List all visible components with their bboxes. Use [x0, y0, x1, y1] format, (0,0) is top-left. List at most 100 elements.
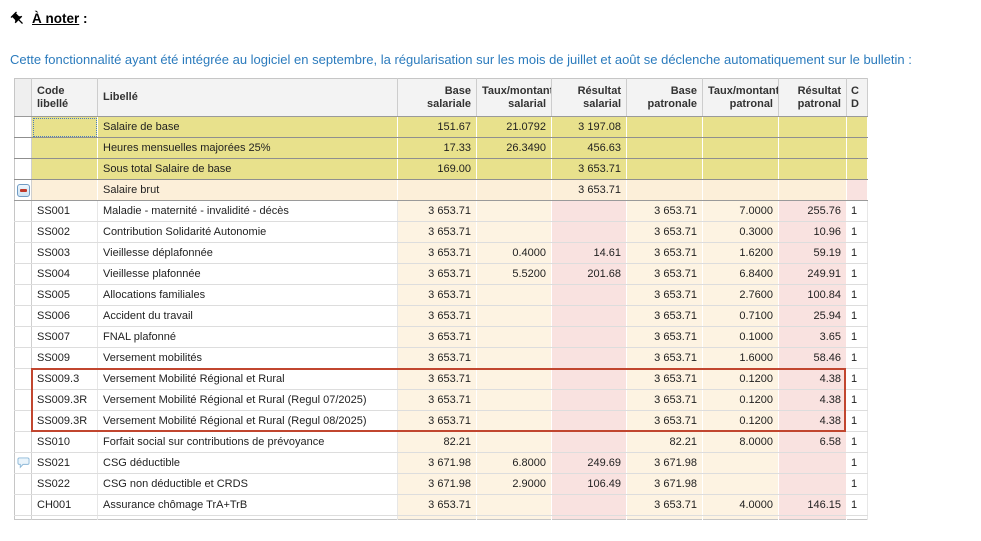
row-icon-cell[interactable]	[14, 473, 32, 495]
cell-resultat-salarial[interactable]	[551, 305, 627, 327]
cell-resultat-patronal[interactable]	[778, 473, 847, 495]
cell-cd[interactable]: 1	[846, 452, 868, 474]
row-icon-cell[interactable]	[14, 137, 32, 159]
cell-libelle[interactable]: CSG non déductible et CRDS	[97, 473, 398, 495]
cell-cd[interactable]: 1	[846, 368, 868, 390]
cell-resultat-salarial[interactable]	[551, 368, 627, 390]
cell-libelle[interactable]: Versement mobilités	[97, 347, 398, 369]
cell-cd[interactable]: 1	[846, 200, 868, 222]
cell-base-salariale[interactable]: 17.33	[397, 137, 477, 159]
cell-taux-salarial[interactable]: 26.3490	[476, 137, 552, 159]
cell-libelle[interactable]: CSG déductible	[97, 452, 398, 474]
cell-base-patronale[interactable]: 3 653.71	[626, 494, 703, 516]
cell-base-patronale[interactable]: 3 653.71	[626, 389, 703, 411]
cell-taux-patronal[interactable]: 1.6200	[702, 242, 779, 264]
cell-cd[interactable]	[846, 179, 868, 201]
cell-base-salariale[interactable]	[397, 179, 477, 201]
row-icon-cell[interactable]	[14, 221, 32, 243]
cell-cd[interactable]: 1	[846, 494, 868, 516]
cell-libelle[interactable]: FNAL plafonné	[97, 326, 398, 348]
cell-resultat-salarial[interactable]: 3 653.71	[551, 158, 627, 180]
cell-libelle[interactable]: Vieillesse déplafonnée	[97, 242, 398, 264]
cell-base-salariale[interactable]: 151.67	[397, 116, 477, 138]
cell-base-salariale[interactable]: 82.21	[397, 431, 477, 453]
cell-resultat-salarial[interactable]: 201.68	[551, 263, 627, 285]
cell-code[interactable]	[31, 137, 98, 159]
cell-taux-patronal[interactable]: 4.0000	[702, 494, 779, 516]
cell-code[interactable]: SS009.3R	[31, 410, 98, 432]
cell-resultat-salarial[interactable]	[551, 494, 627, 516]
cell-libelle[interactable]: Sous total Salaire de base	[97, 158, 398, 180]
cell-cd[interactable]: 1	[846, 473, 868, 495]
cell-taux-salarial[interactable]	[476, 389, 552, 411]
cell-base-salariale[interactable]: 3 653.71	[397, 242, 477, 264]
cell-libelle[interactable]: Versement Mobilité Régional et Rural	[97, 368, 398, 390]
cell-cd[interactable]: 1	[846, 389, 868, 411]
row-icon-cell[interactable]	[14, 158, 32, 180]
row-icon-cell[interactable]	[14, 452, 32, 474]
cell-code[interactable]: SS004	[31, 263, 98, 285]
cell-resultat-salarial[interactable]	[551, 200, 627, 222]
row-icon-cell[interactable]	[14, 494, 32, 516]
cell-code[interactable]: SS021	[31, 452, 98, 474]
cell-base-patronale[interactable]: 3 653.71	[626, 410, 703, 432]
row-icon-cell[interactable]	[14, 431, 32, 453]
cell-resultat-patronal[interactable]: 4.38	[778, 368, 847, 390]
cell-code[interactable]: SS009.3R	[31, 389, 98, 411]
cell-libelle[interactable]: Allocations familiales	[97, 284, 398, 306]
row-icon-cell[interactable]	[14, 263, 32, 285]
cell-base-salariale[interactable]: 3 671.98	[397, 473, 477, 495]
cell-libelle[interactable]: Heures mensuelles majorées 25%	[97, 137, 398, 159]
cell-libelle[interactable]: Maladie - maternité - invalidité - décès	[97, 200, 398, 222]
cell-taux-salarial[interactable]	[476, 305, 552, 327]
cell-taux-patronal[interactable]: 7.0000	[702, 200, 779, 222]
cell-base-salariale[interactable]: 3 671.98	[397, 452, 477, 474]
cell-base-patronale[interactable]: 3 653.71	[626, 200, 703, 222]
cell-code[interactable]: SS003	[31, 242, 98, 264]
cell-code[interactable]: SS002	[31, 221, 98, 243]
cell-base-salariale[interactable]: 3 653.71	[397, 494, 477, 516]
cell-taux-salarial[interactable]: 5.5200	[476, 263, 552, 285]
cell-resultat-salarial[interactable]	[551, 326, 627, 348]
cell-cd[interactable]	[846, 116, 868, 138]
row-icon-cell[interactable]	[14, 326, 32, 348]
cell-code[interactable]	[31, 158, 98, 180]
cell-libelle[interactable]: Accident du travail	[97, 305, 398, 327]
cell-cd[interactable]: 1	[846, 431, 868, 453]
cell-resultat-patronal[interactable]: 6.58	[778, 431, 847, 453]
row-icon-cell[interactable]	[14, 389, 32, 411]
cell-libelle[interactable]: Versement Mobilité Régional et Rural (Re…	[97, 389, 398, 411]
cell-taux-patronal[interactable]	[702, 158, 779, 180]
cell-resultat-patronal[interactable]	[778, 137, 847, 159]
cell-libelle[interactable]: Assurance chômage TrA+TrB	[97, 494, 398, 516]
cell-taux-salarial[interactable]: 6.8000	[476, 452, 552, 474]
cell-taux-salarial[interactable]	[476, 368, 552, 390]
cell-base-patronale[interactable]	[626, 158, 703, 180]
cell-code[interactable]: SS009.3	[31, 368, 98, 390]
cell-resultat-salarial[interactable]: 456.63	[551, 137, 627, 159]
cell-base-patronale[interactable]: 3 653.71	[626, 347, 703, 369]
cell-taux-patronal[interactable]	[702, 179, 779, 201]
cell-libelle[interactable]: Contribution Solidarité Autonomie	[97, 221, 398, 243]
comment-bubble-icon[interactable]	[17, 457, 30, 469]
row-icon-cell[interactable]	[14, 347, 32, 369]
cell-resultat-salarial[interactable]: 14.61	[551, 242, 627, 264]
cell-taux-patronal[interactable]	[702, 473, 779, 495]
cell-cd[interactable]: 1	[846, 305, 868, 327]
cell-base-salariale[interactable]: 3 653.71	[397, 347, 477, 369]
cell-code[interactable]	[31, 116, 98, 138]
row-icon-cell[interactable]	[14, 305, 32, 327]
cell-base-patronale[interactable]: 3 671.98	[626, 452, 703, 474]
cell-taux-salarial[interactable]	[476, 494, 552, 516]
cell-resultat-patronal[interactable]: 255.76	[778, 200, 847, 222]
cell-base-patronale[interactable]: 3 653.71	[626, 263, 703, 285]
cell-taux-patronal[interactable]: 0.1200	[702, 410, 779, 432]
cell-libelle[interactable]: Forfait social sur contributions de prév…	[97, 431, 398, 453]
cell-base-patronale[interactable]	[626, 116, 703, 138]
cell-libelle[interactable]: Vieillesse plafonnée	[97, 263, 398, 285]
row-icon-cell[interactable]	[14, 242, 32, 264]
cell-resultat-patronal[interactable]	[778, 158, 847, 180]
row-icon-cell[interactable]	[14, 284, 32, 306]
cell-cd[interactable]: 1	[846, 284, 868, 306]
cell-taux-patronal[interactable]: 2.7600	[702, 284, 779, 306]
